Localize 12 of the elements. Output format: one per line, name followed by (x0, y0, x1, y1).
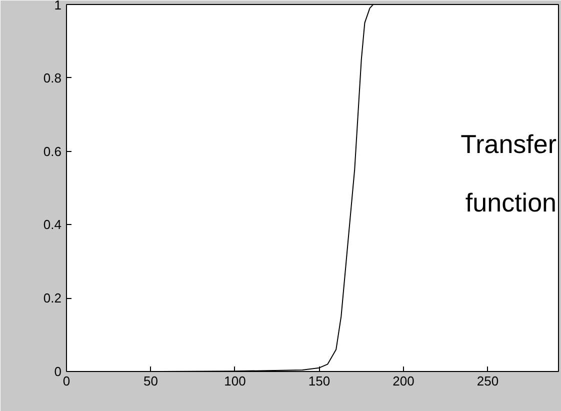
x-tick-label: 250 (476, 374, 499, 388)
annotation: Transfer function (460, 128, 557, 218)
x-tick-label: 50 (144, 374, 158, 388)
y-tick-label: 0.8 (43, 70, 62, 86)
y-tick-label: 0.6 (43, 144, 62, 159)
y-tick-label: 1 (54, 0, 62, 12)
x-tick-label: 100 (224, 374, 246, 388)
y-tick-label: 0 (54, 364, 62, 379)
y-tick-label: 0.4 (43, 217, 62, 232)
x-tick-label: 150 (308, 374, 330, 388)
y-tick-label: 0.2 (43, 290, 62, 306)
x-tick-label: 200 (392, 374, 414, 388)
